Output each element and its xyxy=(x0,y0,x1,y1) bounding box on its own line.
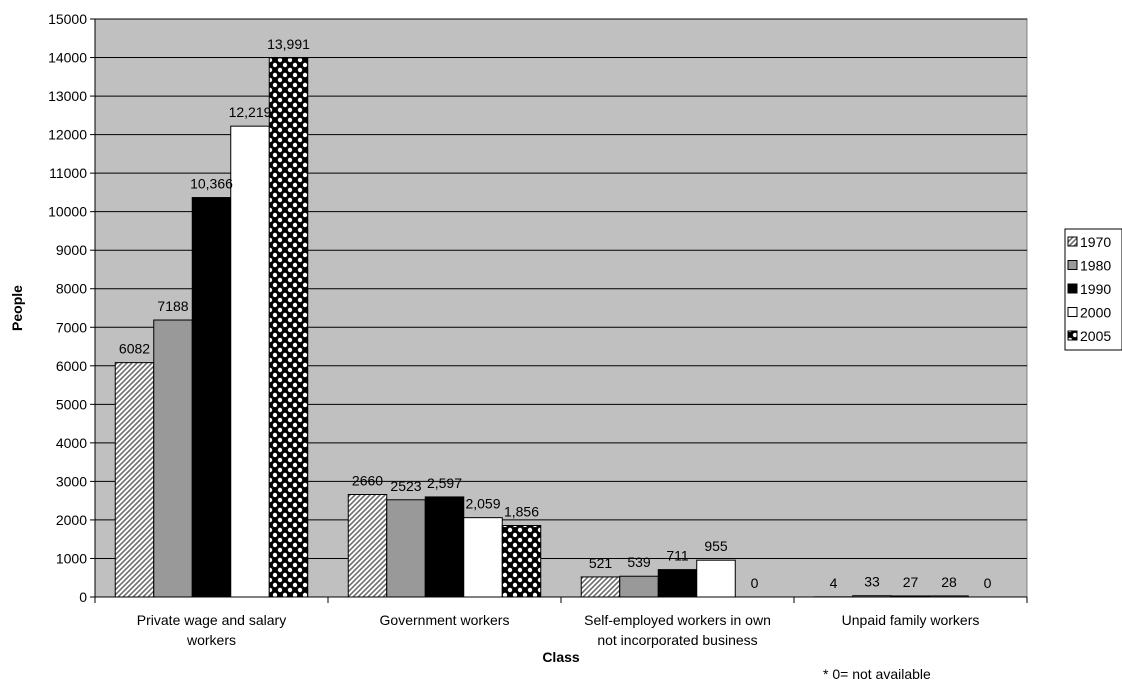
bar xyxy=(463,517,503,598)
legend-label: 2000 xyxy=(1080,305,1111,321)
y-tick-label: 6000 xyxy=(56,358,87,374)
data-label: 0 xyxy=(751,575,759,591)
bar xyxy=(268,57,309,598)
data-label: 0 xyxy=(984,575,992,591)
legend-label: 2005 xyxy=(1080,328,1111,344)
y-tick-label: 15000 xyxy=(48,11,87,27)
y-tick-label: 1000 xyxy=(56,550,87,566)
x-tick-label: Self-employed workers in own xyxy=(584,612,771,628)
axes xyxy=(90,18,1028,603)
bar xyxy=(580,576,621,598)
legend-swatch xyxy=(1067,236,1078,247)
legend-swatch xyxy=(1067,283,1078,294)
data-label: 2660 xyxy=(352,473,383,489)
x-tick-label: Government workers xyxy=(380,612,510,628)
data-label: 521 xyxy=(589,555,613,571)
bar xyxy=(657,569,698,598)
bar xyxy=(501,524,542,598)
y-tick-label: 14000 xyxy=(48,50,87,66)
bar xyxy=(347,494,388,598)
data-label: 13,991 xyxy=(267,36,310,52)
y-axis-title: People xyxy=(9,285,25,331)
bar xyxy=(619,575,659,598)
x-tick-label: workers xyxy=(186,632,236,648)
y-tick-label: 10000 xyxy=(48,204,87,220)
legend-swatch xyxy=(1067,307,1078,317)
bar xyxy=(230,125,270,598)
y-tick-label: 4000 xyxy=(56,435,87,451)
y-tick-label: 5000 xyxy=(56,396,87,412)
y-tick-label: 12000 xyxy=(48,127,87,143)
x-tick-label: Unpaid family workers xyxy=(842,612,980,628)
x-tick-label: not incorporated business xyxy=(597,632,757,648)
data-label: 539 xyxy=(627,554,651,570)
x-axis-title: Class xyxy=(542,649,580,665)
data-label: 711 xyxy=(666,548,689,564)
data-label: 4 xyxy=(830,575,838,591)
bar xyxy=(114,362,155,598)
legend-label: 1990 xyxy=(1080,281,1111,297)
data-label: 33 xyxy=(864,574,880,590)
data-label: 955 xyxy=(704,538,728,554)
bar xyxy=(696,559,736,598)
data-label: 2,597 xyxy=(427,475,462,491)
legend: 1970 1980 1990 2000 2005 xyxy=(1064,228,1122,351)
y-tick-label: 7000 xyxy=(56,319,87,335)
bar xyxy=(153,319,193,598)
bars xyxy=(114,57,969,598)
y-tick-label: 11000 xyxy=(49,165,87,181)
y-tick-label: 9000 xyxy=(56,242,87,258)
data-label: 27 xyxy=(903,574,919,590)
data-label: 1,856 xyxy=(504,503,539,519)
legend-label: 1980 xyxy=(1080,258,1111,274)
data-label: 28 xyxy=(941,574,957,590)
legend-swatch xyxy=(1067,260,1078,270)
data-label: 10,366 xyxy=(190,176,233,192)
x-tick-label: Private wage and salary xyxy=(137,612,286,628)
tick-labels: 0 1000 2000 3000 4000 5000 6000 7000 8000 9000 100… xyxy=(48,11,979,648)
y-tick-label: 8000 xyxy=(56,281,87,297)
data-label: 2523 xyxy=(390,478,421,494)
y-tick-label: 2000 xyxy=(56,512,87,528)
legend-swatch xyxy=(1067,330,1078,341)
bar xyxy=(191,197,232,598)
data-label: 12,219 xyxy=(229,104,272,120)
data-label: 7188 xyxy=(157,298,188,314)
y-tick-label: 3000 xyxy=(56,473,87,489)
y-tick-label: 13000 xyxy=(48,88,87,104)
data-label: 2,059 xyxy=(465,496,500,512)
bar xyxy=(386,499,426,598)
legend-label: 1970 xyxy=(1080,234,1111,250)
y-tick-label: 0 xyxy=(79,589,87,605)
bar xyxy=(424,496,465,598)
data-label: 6082 xyxy=(119,341,150,357)
footnote: * 0= not available xyxy=(823,666,931,682)
